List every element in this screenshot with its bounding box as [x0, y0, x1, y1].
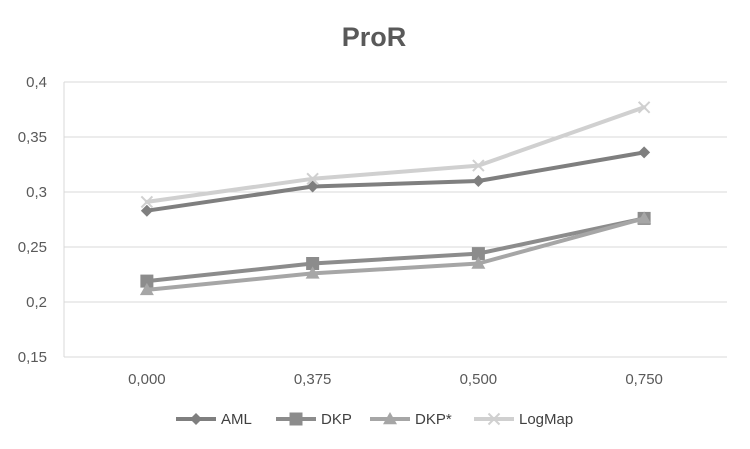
data-point — [637, 101, 651, 114]
axes: 0,15 0,2 0,25 0,3 0,35 0,4 0,000 0,375 0,500 0,75… — [18, 74, 663, 388]
y-tick-label: 0,2 — [26, 294, 47, 311]
data-point — [472, 175, 485, 187]
series-logmap — [140, 101, 651, 209]
y-tick-label: 0,3 — [26, 184, 47, 201]
y-tick-label: 0,25 — [18, 239, 47, 256]
series-line — [144, 105, 647, 204]
x-tick-label: 0,000 — [128, 371, 166, 388]
data-point — [637, 211, 652, 224]
x-tick-label: 0,500 — [460, 371, 498, 388]
series-aml — [140, 146, 651, 217]
series-line — [144, 216, 647, 284]
data-point — [306, 257, 320, 270]
legend-marker — [289, 412, 303, 426]
legend-label: DKP — [321, 411, 352, 428]
series-lines — [139, 101, 652, 296]
gridlines — [64, 81, 727, 358]
series-dkp — [139, 211, 652, 296]
legend-label: DKP* — [415, 411, 452, 428]
chart-title: ProR — [342, 22, 407, 52]
y-tick-label: 0,15 — [18, 349, 47, 366]
data-point — [471, 256, 486, 269]
data-point — [140, 274, 154, 288]
legend-item-aml: AML — [176, 411, 252, 428]
legend-item-dkp: DKP — [276, 411, 352, 428]
data-point — [306, 172, 319, 186]
x-tick-label: 0,375 — [294, 371, 332, 388]
legend: AML DKP DKP* LogMap — [176, 411, 573, 428]
data-point — [305, 266, 320, 279]
series-line — [144, 150, 647, 213]
legend-label: AML — [221, 411, 252, 428]
data-point — [638, 146, 651, 159]
data-point — [472, 159, 485, 172]
legend-marker — [190, 413, 202, 425]
data-point — [139, 282, 154, 296]
y-tick-label: 0,35 — [18, 129, 47, 146]
legend-marker — [383, 412, 397, 425]
series-line — [144, 216, 647, 292]
y-tick-label: 0,4 — [26, 74, 47, 91]
data-point — [471, 247, 485, 261]
legend-item-dkp: DKP* — [370, 411, 452, 428]
legend-marker — [487, 412, 501, 426]
legend-item-logmap: LogMap — [474, 411, 573, 428]
data-point — [140, 195, 154, 209]
legend-label: LogMap — [519, 411, 573, 428]
x-tick-label: 0,750 — [625, 371, 663, 388]
series-dkp — [140, 211, 651, 288]
data-point — [306, 180, 319, 193]
data-point — [140, 204, 153, 217]
